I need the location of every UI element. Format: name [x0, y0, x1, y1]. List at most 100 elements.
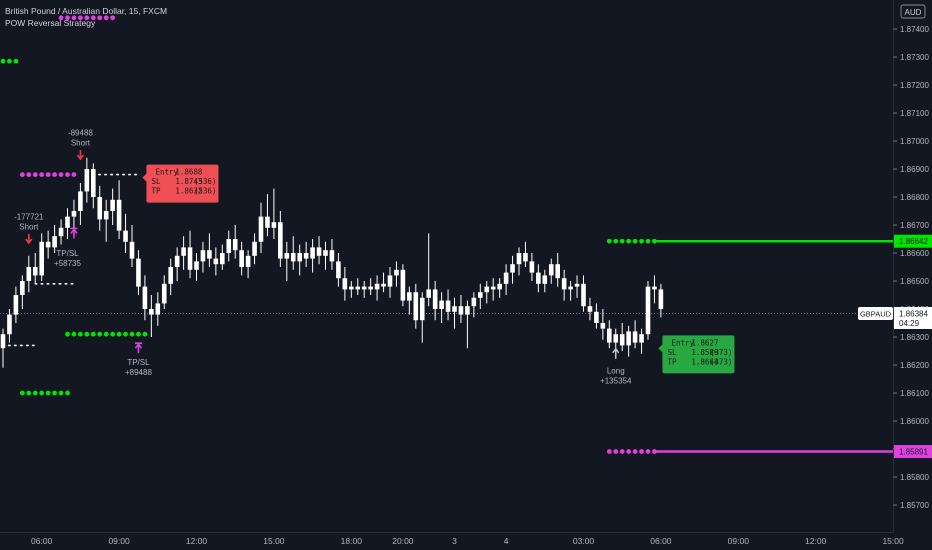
candle-body	[452, 306, 457, 312]
candle	[13, 286, 19, 323]
y-tick-label: 1.86800	[900, 193, 929, 202]
candle-body	[187, 247, 193, 270]
y-tick-label: 1.87000	[900, 137, 929, 146]
level-dot	[129, 331, 135, 337]
level-dot	[645, 238, 651, 244]
candle-body	[71, 211, 77, 217]
candle	[245, 250, 251, 279]
candle	[632, 320, 638, 349]
magenta-dot-line	[606, 449, 657, 454]
candle-body	[303, 253, 309, 259]
candle	[626, 325, 631, 357]
candle-body	[58, 227, 64, 237]
candle	[542, 269, 548, 293]
trade-box-price: 1.8589	[691, 348, 718, 357]
trade-box-pointer	[658, 343, 664, 354]
candle	[568, 281, 573, 301]
level-dot	[116, 331, 122, 337]
candle-body	[484, 286, 490, 293]
candle-body	[581, 283, 586, 307]
arrow-head	[76, 154, 85, 161]
level-dot	[65, 15, 70, 21]
candle	[284, 241, 290, 281]
level-dot	[0, 58, 6, 64]
candle-body	[465, 306, 470, 315]
candle-body	[419, 297, 425, 321]
candle	[439, 292, 444, 323]
level-dot	[19, 172, 25, 178]
x-tick-label: 12:00	[805, 536, 827, 546]
candle-body	[516, 253, 522, 265]
signal-label-text: +58735	[54, 259, 81, 268]
candle-body	[323, 250, 328, 256]
level-dot	[52, 172, 57, 178]
level-dot	[84, 15, 90, 21]
candle	[220, 244, 225, 270]
trade-box-extra: (373)	[710, 348, 733, 357]
candle	[303, 241, 309, 267]
indicator-title[interactable]: POW Reversal Strategy	[5, 18, 96, 28]
candle	[39, 233, 44, 281]
x-tick-label: 09:00	[728, 536, 750, 546]
candle-body	[600, 323, 606, 329]
candle	[265, 194, 270, 237]
candle	[200, 241, 206, 273]
candle-body	[336, 261, 341, 279]
level-dot	[78, 331, 83, 337]
level-dot	[71, 331, 77, 337]
candle-body	[181, 247, 186, 256]
candle	[97, 185, 103, 231]
candle	[207, 233, 212, 267]
signal-label-text: -177721	[14, 212, 44, 221]
level-dot	[71, 15, 77, 21]
candle-body	[32, 267, 38, 276]
candle-body	[619, 334, 625, 346]
symbol-title[interactable]: British Pound / Australian Dollar, 15, F…	[5, 6, 168, 16]
candle-body	[84, 169, 90, 192]
candle-body	[129, 241, 135, 259]
candle	[123, 213, 128, 253]
candle	[278, 211, 283, 267]
trade-box-extra: (536)	[194, 187, 217, 196]
arrow-head	[612, 347, 620, 354]
candle	[536, 264, 541, 293]
level-dot	[97, 331, 103, 337]
candle-body	[239, 250, 244, 267]
y-tick-label: 1.86200	[900, 361, 929, 370]
signal-arrow-down-red	[25, 234, 33, 245]
candle-body	[349, 286, 354, 290]
candle-body	[594, 311, 599, 323]
arrow-head	[25, 238, 33, 245]
candle-body	[155, 303, 161, 315]
candle-body	[78, 191, 83, 211]
trade-box-price: 1.8688	[175, 168, 203, 177]
candle	[355, 278, 361, 295]
level-dot	[84, 331, 90, 337]
signal-label-text: TP/SL	[127, 358, 150, 367]
candle	[149, 295, 154, 337]
y-tick-label: 1.86700	[900, 221, 929, 230]
candle	[26, 255, 32, 293]
level-dot	[626, 238, 632, 244]
y-tick-label: 1.87300	[900, 53, 929, 62]
candle	[445, 289, 451, 321]
level-dot	[65, 172, 70, 178]
candle-body	[200, 250, 206, 262]
level-dot	[65, 331, 70, 337]
y-tick-label: 1.85700	[900, 501, 929, 510]
level-dot	[613, 449, 619, 454]
level-dot	[65, 390, 70, 396]
candle-body	[561, 278, 567, 290]
candle	[316, 236, 322, 265]
candle	[342, 267, 348, 301]
level-dot	[90, 15, 96, 21]
y-tick-label: 1.87200	[900, 81, 929, 90]
level-dot	[58, 15, 64, 21]
trade-box-label: Entry	[671, 338, 694, 347]
level-dot	[645, 449, 651, 454]
candle-body	[471, 297, 477, 307]
level-dot	[639, 449, 644, 454]
candle	[142, 275, 148, 321]
green-price-tag: 1.86642	[894, 234, 932, 248]
